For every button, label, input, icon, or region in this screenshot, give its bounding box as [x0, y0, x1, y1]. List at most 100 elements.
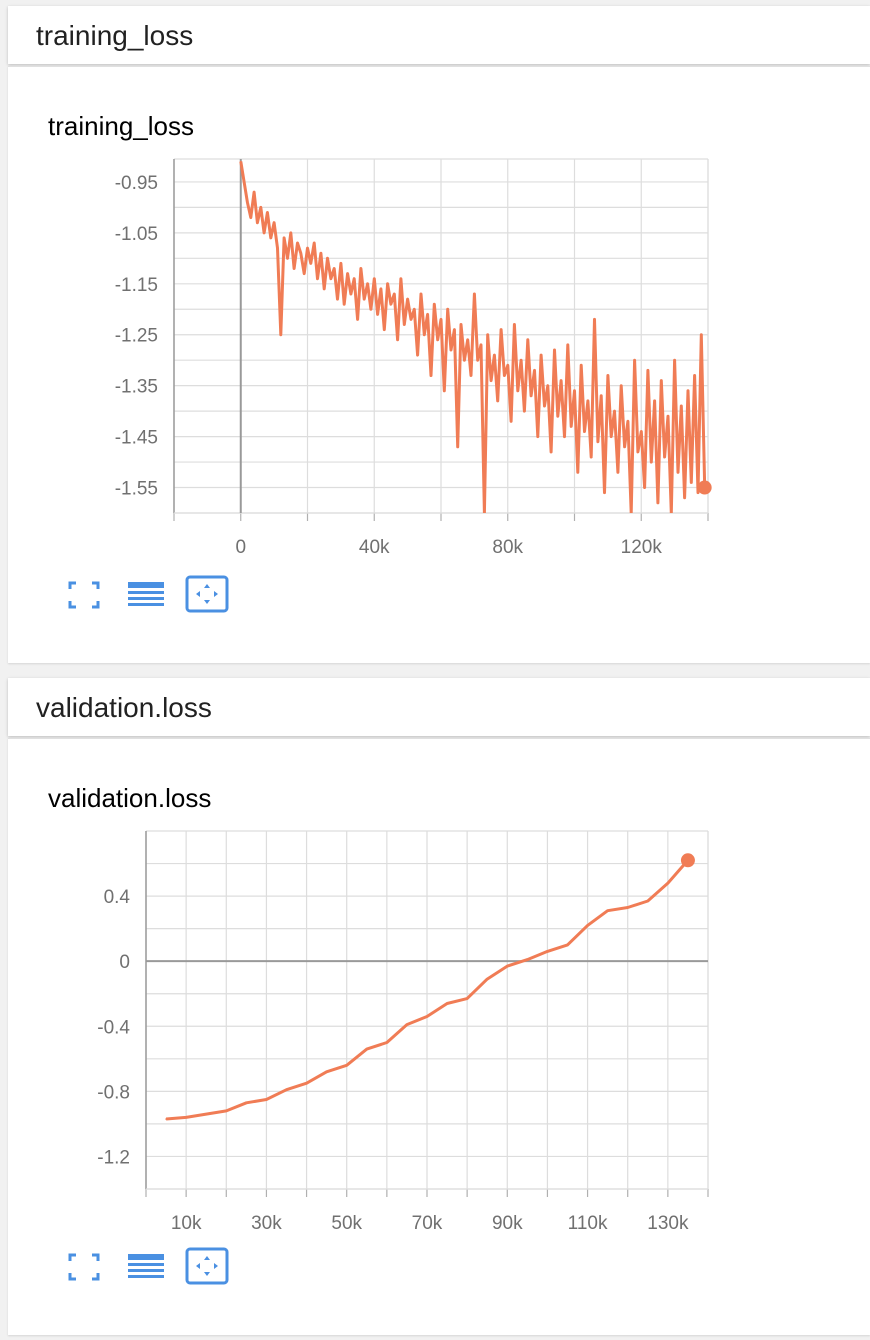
y-tick-label: -1.25	[115, 326, 158, 347]
data-point	[440, 318, 442, 321]
data-point	[266, 211, 269, 214]
data-point	[426, 1015, 428, 1018]
data-point	[436, 339, 439, 341]
data-point	[460, 323, 462, 326]
data-point	[280, 333, 282, 336]
data-point	[410, 318, 412, 321]
data-point	[653, 400, 656, 402]
data-point	[383, 328, 386, 331]
data-point	[205, 1113, 208, 1115]
y-tick-label: -1.45	[115, 428, 158, 449]
last-point-marker	[697, 480, 712, 495]
data-point	[693, 374, 696, 377]
data-point	[259, 206, 262, 209]
data-point	[345, 1064, 348, 1067]
y-tick-label: 0	[119, 952, 130, 973]
fullscreen-icon[interactable]	[64, 575, 104, 615]
data-point	[526, 958, 529, 961]
data-point	[593, 318, 596, 321]
data-point	[646, 900, 649, 902]
data-point	[683, 496, 686, 499]
data-point	[650, 461, 653, 463]
data-point	[466, 997, 468, 1000]
data-point	[303, 272, 305, 275]
series-line	[239, 161, 707, 513]
data-point	[239, 160, 242, 163]
data-point	[356, 318, 359, 321]
y-tick-label: -1.55	[115, 479, 158, 500]
data-point	[400, 277, 402, 280]
data-point	[510, 420, 512, 423]
data-point	[423, 333, 426, 336]
data-point	[413, 308, 416, 311]
data-point	[426, 313, 429, 316]
validation-loss-card: validation.loss 0.4 0 -0.4 -0.8 -1.2 10k 30k 50…	[8, 738, 870, 1335]
data-point	[343, 303, 346, 305]
training-loss-card: training_loss -0.95 -1.05 -1.15 -1.25 -1.35-…	[8, 66, 870, 663]
data-point	[667, 415, 669, 418]
data-point	[547, 384, 549, 387]
data-point	[500, 328, 502, 331]
y-tick-label: -1.35	[115, 377, 158, 398]
data-point	[697, 491, 699, 494]
data-point	[285, 1088, 288, 1091]
data-point	[265, 1098, 268, 1101]
data-point	[453, 328, 456, 331]
data-point	[520, 359, 522, 361]
data-point	[476, 359, 479, 361]
data-point	[600, 395, 602, 397]
validation-loss-chart[interactable]: 0.4 0 -0.4 -0.8 -1.2 10k 30k 50k 70k 90k 110k 130k	[8, 739, 870, 1239]
fit-domain-icon[interactable]	[185, 1247, 229, 1287]
data-point	[330, 277, 332, 280]
data-point	[350, 293, 352, 295]
validation-loss-card-header[interactable]: validation.loss	[8, 678, 870, 736]
data-table-icon[interactable]	[124, 575, 164, 615]
data-point	[320, 252, 322, 255]
data-point	[456, 445, 459, 448]
data-point	[386, 1041, 388, 1044]
data-point	[245, 1101, 248, 1104]
data-table-icon[interactable]	[124, 1247, 164, 1287]
data-point	[523, 410, 526, 412]
x-tick-label: 90k	[492, 1213, 523, 1234]
data-point	[323, 288, 325, 290]
data-point	[276, 247, 279, 249]
data-point	[185, 1116, 187, 1119]
y-tick-label: -0.4	[97, 1017, 130, 1038]
x-tick-label: 110k	[568, 1213, 608, 1234]
training-loss-chart[interactable]: -0.95 -1.05 -1.15 -1.25 -1.35 -1.45 -1.55 0 40k 8…	[8, 67, 870, 567]
data-point	[670, 512, 673, 513]
y-tick-label: 0.4	[104, 887, 131, 908]
data-point	[376, 313, 379, 316]
data-point	[293, 267, 295, 270]
fullscreen-icon[interactable]	[64, 1247, 104, 1287]
data-point	[496, 400, 499, 402]
data-point	[463, 359, 466, 361]
data-point	[663, 456, 666, 458]
data-point	[380, 288, 382, 290]
data-point	[540, 354, 542, 356]
data-point	[483, 512, 486, 513]
data-point	[597, 440, 599, 443]
data-point	[269, 237, 272, 239]
data-point	[550, 451, 552, 453]
data-point	[306, 247, 309, 249]
data-point	[406, 1023, 408, 1026]
data-point	[165, 1118, 167, 1120]
training-loss-card-header[interactable]: training_loss	[8, 6, 870, 64]
data-point	[553, 349, 556, 351]
data-point	[610, 435, 613, 438]
x-tick-label: 30k	[251, 1213, 282, 1234]
data-point	[310, 262, 312, 265]
data-point	[660, 379, 663, 382]
data-point	[263, 232, 265, 234]
data-point	[677, 471, 679, 474]
x-tick-label: 80k	[492, 537, 523, 558]
data-point	[630, 512, 633, 513]
data-point	[586, 924, 589, 927]
fit-domain-icon[interactable]	[185, 575, 229, 615]
data-point	[560, 379, 562, 382]
data-point	[286, 257, 289, 260]
data-point	[640, 430, 643, 433]
data-point	[570, 425, 572, 428]
